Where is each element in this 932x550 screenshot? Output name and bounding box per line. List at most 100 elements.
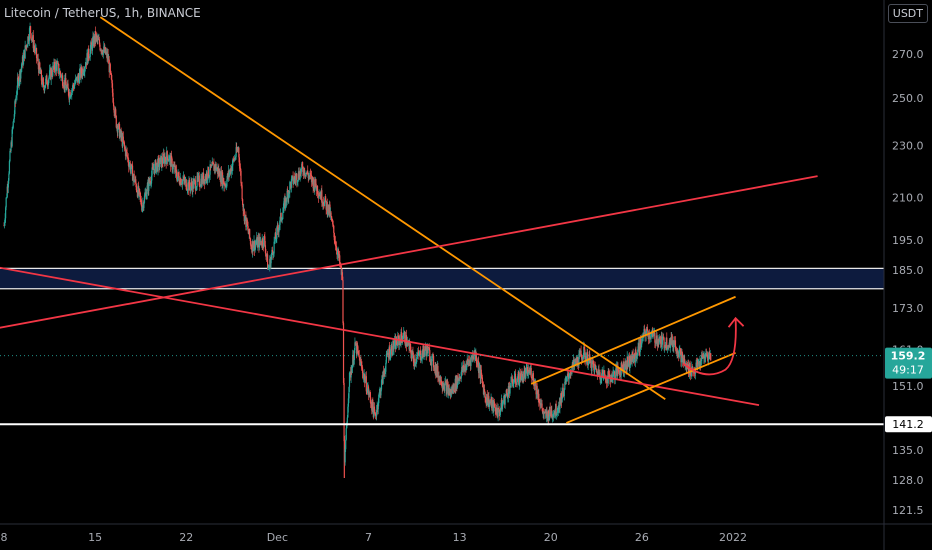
candle-body — [206, 173, 208, 181]
candle-body — [73, 84, 76, 89]
candle-body — [710, 353, 712, 361]
candle-body — [172, 165, 174, 170]
candle-body — [587, 351, 589, 366]
time-axis[interactable]: 8 15 22 Dec 7 13 20 26 2022 — [1, 531, 747, 544]
candle-body — [62, 85, 64, 87]
candle-body — [65, 78, 67, 86]
price-tick-label: 230.0 — [892, 140, 924, 153]
candle-body — [616, 365, 619, 377]
candle-body — [466, 359, 468, 366]
candle-body — [451, 386, 454, 394]
candle-body — [131, 165, 134, 181]
candle-body — [55, 62, 57, 64]
candle-body — [378, 392, 380, 395]
candle-body — [117, 129, 119, 133]
candle-body — [140, 196, 142, 199]
candle-body — [322, 202, 325, 205]
candle-body — [110, 73, 112, 80]
candle-body — [364, 380, 366, 383]
price-axis[interactable]: 270.0250.0230.0210.0195.0185.0173.0161.0… — [892, 48, 924, 517]
candle-body — [552, 413, 555, 418]
candle-body — [301, 163, 303, 167]
candle-body — [292, 175, 294, 184]
candle-body — [101, 49, 103, 54]
candle-body — [72, 84, 75, 87]
candle-body — [429, 350, 431, 362]
drawings-layer — [0, 16, 884, 426]
candle-body — [271, 249, 274, 252]
candle-body — [553, 413, 555, 415]
candle-body — [518, 371, 520, 385]
candle-body — [44, 85, 46, 88]
candle-body — [530, 367, 532, 377]
candle-body — [666, 348, 668, 350]
candle-body — [701, 355, 703, 357]
candle-body — [260, 241, 262, 245]
candle-body — [89, 56, 91, 58]
candle-body — [629, 365, 631, 369]
candle-body — [28, 40, 30, 42]
candle-body — [477, 361, 480, 373]
candle-body — [363, 375, 365, 378]
candle-body — [210, 165, 212, 168]
candle-body — [369, 392, 371, 398]
candle-countdown: 49:17 — [892, 364, 924, 377]
price-tick-label: 151.0 — [892, 380, 924, 393]
candle-body — [63, 86, 65, 88]
candle-body — [498, 407, 500, 409]
candle-body — [84, 67, 86, 73]
candle-body — [104, 47, 107, 55]
candle-body — [13, 118, 15, 122]
candle-body — [138, 188, 141, 192]
candle-body — [240, 183, 243, 186]
candle-body — [555, 403, 557, 416]
candle-body — [135, 179, 137, 185]
candle-body — [569, 376, 571, 377]
candle-body — [489, 401, 491, 403]
candle-body — [416, 355, 418, 358]
candle-body — [186, 189, 188, 191]
candle-body — [223, 178, 225, 184]
candle-body — [171, 158, 173, 170]
candle-body — [656, 335, 658, 344]
candle-body — [506, 393, 508, 398]
candle-body — [327, 212, 329, 214]
candle-body — [531, 376, 533, 379]
candle-body — [283, 201, 285, 209]
time-tick-label: 7 — [365, 531, 372, 544]
candle-body — [636, 352, 639, 355]
candle-body — [507, 396, 509, 398]
candle-body — [48, 76, 50, 80]
candle-body — [351, 365, 353, 374]
candle-body — [56, 63, 58, 71]
candle-body — [44, 87, 46, 91]
currency-button[interactable]: USDT — [887, 4, 928, 23]
candle-body — [661, 337, 664, 345]
orange-trendline — [99, 16, 666, 401]
candle-body — [608, 370, 610, 375]
candle-body — [10, 142, 12, 152]
candle-body — [646, 326, 648, 331]
candle-body — [193, 180, 195, 189]
candle-body — [631, 352, 633, 362]
candle-body — [508, 386, 510, 387]
candle-body — [111, 79, 113, 84]
candle-body — [361, 367, 364, 374]
candle-body — [582, 357, 584, 360]
candle-body — [238, 157, 240, 166]
candle-body — [588, 358, 590, 365]
candle-body — [487, 402, 489, 405]
candle-body — [46, 83, 48, 85]
candle-body — [564, 381, 566, 390]
candle-body — [117, 123, 120, 130]
candle-body — [287, 190, 289, 192]
candle-body — [390, 349, 392, 356]
candle-body — [541, 408, 544, 414]
candle-body — [577, 357, 579, 365]
candles-layer — [3, 22, 712, 479]
candle-body — [150, 183, 152, 185]
candle-body — [302, 166, 304, 172]
time-tick-label: 26 — [635, 531, 649, 544]
candle-body — [641, 338, 643, 345]
